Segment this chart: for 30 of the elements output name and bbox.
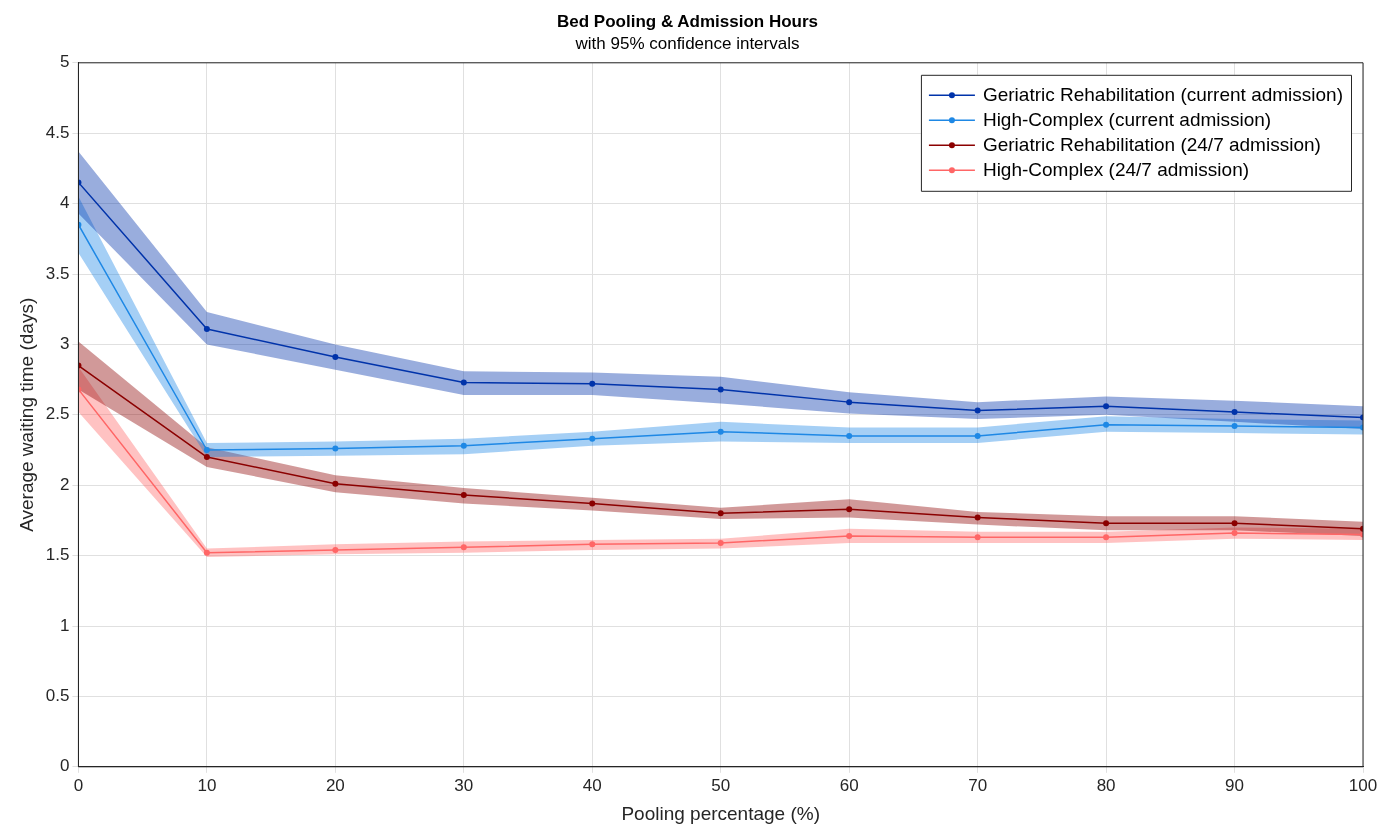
chart-subtitle: with 95% confidence intervals (574, 34, 800, 54)
y-tick-label: 2 (59, 474, 70, 494)
legend-label: High-Complex (current admission) (982, 108, 1272, 130)
x-tick-label: 0 (73, 775, 84, 795)
y-tick-label: 4 (59, 193, 70, 213)
x-tick-label: 60 (839, 775, 859, 795)
x-axis-title: Pooling percentage (%) (621, 802, 821, 824)
y-axis-title: Average waiting time (days) (15, 297, 37, 532)
y-tick-label: 0 (59, 756, 70, 776)
legend-label: Geriatric Rehabilitation (current admission) (982, 83, 1344, 105)
y-tick-label: 3.5 (45, 263, 70, 283)
x-tick-label: 40 (582, 775, 602, 795)
legend-label: Geriatric Rehabilitation (24/7 admission) (982, 133, 1321, 155)
y-tick-label: 3 (59, 334, 70, 354)
y-tick-label: 1.5 (45, 545, 70, 565)
y-tick-label: 5 (59, 52, 70, 72)
y-tick-label: 4.5 (45, 122, 70, 142)
x-tick-label: 20 (325, 775, 345, 795)
x-tick-label: 30 (454, 775, 474, 795)
chart-title: Bed Pooling & Admission Hours (557, 11, 818, 31)
y-tick-label: 1 (59, 615, 70, 635)
x-tick-label: 50 (711, 775, 731, 795)
x-tick-label: 100 (1348, 775, 1378, 795)
y-tick-label: 0.5 (45, 686, 70, 706)
legend-label: High-Complex (24/7 admission) (982, 158, 1250, 180)
x-tick-label: 80 (1096, 775, 1116, 795)
y-tick-label: 2.5 (45, 404, 70, 424)
x-tick-label: 70 (968, 775, 988, 795)
x-tick-label: 10 (197, 775, 217, 795)
x-tick-label: 90 (1225, 775, 1244, 795)
